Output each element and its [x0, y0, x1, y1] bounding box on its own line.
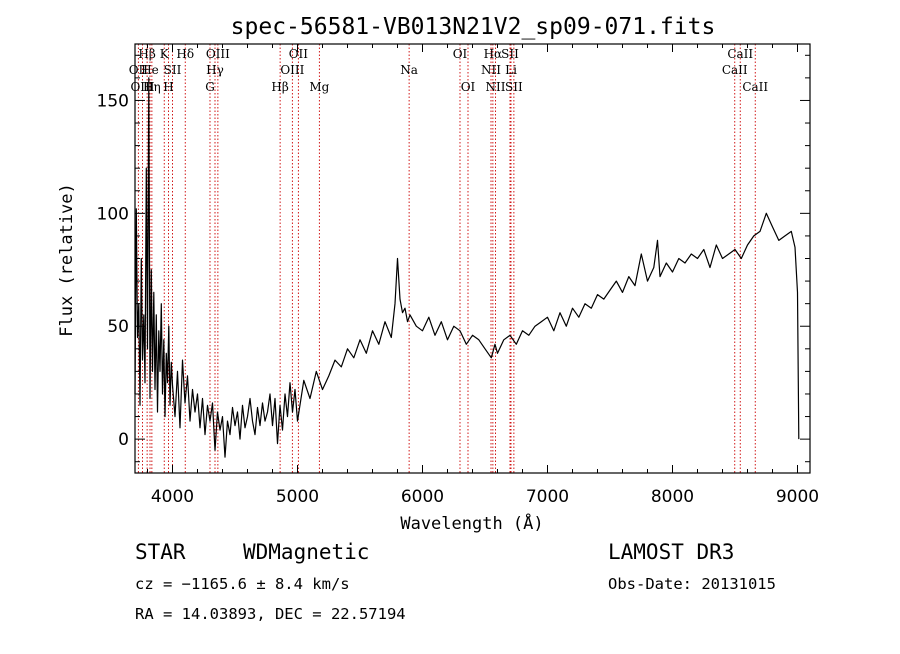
reference-line-label: OII: [289, 47, 309, 61]
reference-line-label: Hβ: [138, 47, 155, 61]
plot-frame: [134, 43, 811, 474]
x-axis-label: Wavelength (Å): [400, 512, 543, 534]
reference-line-label: NII: [481, 63, 501, 77]
reference-line-label: Mg: [309, 80, 329, 94]
y-axis-label: Flux (relative): [57, 183, 77, 337]
reference-line-label: Hα: [484, 47, 503, 61]
reference-line-label: NII: [486, 80, 506, 94]
reference-line-label: OI: [453, 47, 468, 61]
reference-line-label: K: [160, 47, 170, 61]
reference-line-label: OI: [461, 80, 476, 94]
x-tick-label: 8000: [651, 487, 694, 507]
spectrum-series-line: [134, 77, 800, 458]
reference-line-label: OIII: [206, 47, 230, 61]
reference-line-label: Hδ: [176, 47, 194, 61]
x-axis-ticks: 4000 5000 6000 7000 8000 9000: [147, 44, 819, 507]
x-tick-label: 4000: [151, 487, 194, 507]
reference-line-label: SII: [164, 63, 182, 77]
x-tick-label: 7000: [526, 487, 569, 507]
y-tick-label: 0: [118, 430, 129, 450]
reference-line-label: He: [141, 63, 159, 77]
reference-line-label: H: [163, 80, 173, 94]
reference-line-label: SII: [505, 80, 523, 94]
reference-line-label: OII: [129, 63, 149, 77]
y-axis-ticks: 0 50 100 150: [97, 54, 810, 463]
reference-line-label: CaII: [727, 47, 753, 61]
y-tick-label: 50: [107, 317, 129, 337]
reference-line-label: OIII: [280, 63, 304, 77]
observation-date: Obs-Date: 20131015: [608, 575, 776, 593]
reference-line-label: Hγ: [206, 63, 224, 77]
x-tick-label: 5000: [276, 487, 319, 507]
chart-title: spec-56581-VB013N21V2_sp09-071.fits: [231, 14, 716, 40]
y-tick-label: 100: [97, 204, 129, 224]
reference-line-label: Li: [505, 63, 517, 77]
x-tick-label: 6000: [401, 487, 444, 507]
redshift-velocity: cz = −1165.6 ± 8.4 km/s: [135, 575, 350, 593]
y-tick-label: 150: [97, 91, 129, 111]
reference-line-label: G: [205, 80, 215, 94]
x-tick-label: 9000: [776, 487, 819, 507]
object-class: STAR: [135, 540, 186, 564]
object-subclass: WDMagnetic: [243, 540, 369, 564]
reference-line-label: SII: [501, 47, 519, 61]
reference-line-label: CaII: [742, 80, 768, 94]
coordinates: RA = 14.03893, DEC = 22.57194: [135, 605, 406, 623]
reference-line-label: Hβ: [271, 80, 288, 94]
reference-lines: [137, 44, 756, 473]
reference-line-label: Hη: [143, 80, 161, 94]
reference-line-label: CaII: [722, 63, 748, 77]
reference-line-label: Na: [400, 63, 418, 77]
survey-name: LAMOST DR3: [608, 540, 734, 564]
